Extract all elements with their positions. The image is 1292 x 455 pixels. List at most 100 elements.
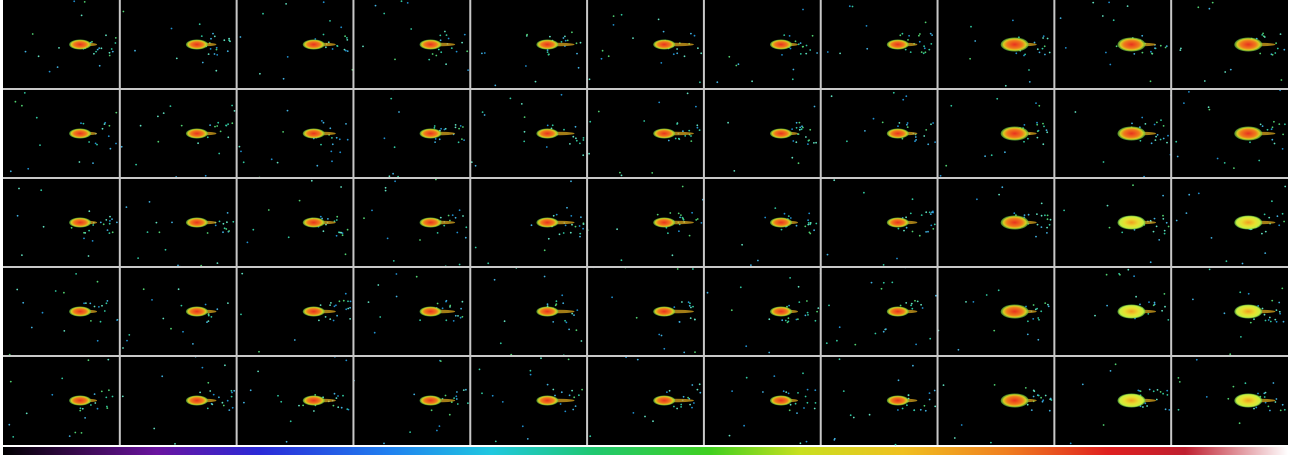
- scatter-dot: [207, 313, 210, 315]
- scatter-dot: [846, 140, 848, 143]
- scatter-dot: [1042, 35, 1045, 37]
- scatter-dot: [105, 34, 107, 37]
- scatter-dot: [443, 128, 446, 131]
- scatter-dot: [521, 425, 524, 428]
- scatter-dot: [481, 111, 484, 113]
- scatter-dot: [1043, 125, 1045, 128]
- scatter-dot: [9, 170, 12, 173]
- scatter-dot: [100, 47, 103, 50]
- scatter-dot: [157, 115, 159, 118]
- scatter-dot: [215, 46, 218, 49]
- scatter-dot: [690, 140, 693, 143]
- scatter-dot: [1271, 53, 1274, 56]
- scatter-dot: [898, 122, 901, 124]
- scatter-dot: [79, 409, 82, 412]
- density-blob: [536, 395, 559, 406]
- scatter-dot: [1185, 212, 1188, 215]
- scatter-dot: [436, 302, 439, 305]
- scatter-dot: [1139, 303, 1141, 306]
- scatter-dot: [1210, 237, 1213, 239]
- scatter-dot: [928, 211, 931, 214]
- scatter-dot: [929, 213, 932, 216]
- scatter-dot: [852, 416, 855, 419]
- scatter-dot: [1167, 134, 1169, 137]
- scatter-dot: [1233, 167, 1235, 170]
- scatter-dot: [689, 317, 692, 319]
- scatter-dot: [322, 121, 325, 124]
- scatter-dot: [1046, 232, 1048, 234]
- scatter-dot: [589, 120, 592, 123]
- scatter-dot: [930, 224, 933, 227]
- scatter-dot: [676, 407, 678, 410]
- scatter-dot: [588, 78, 591, 81]
- scatter-dot: [371, 209, 373, 212]
- scatter-dot: [282, 77, 285, 80]
- scatter-dot: [126, 339, 128, 342]
- scatter-dot: [463, 33, 466, 36]
- scatter-dot: [87, 255, 90, 257]
- scatter-dot: [1203, 80, 1206, 82]
- scatter-dot: [807, 143, 809, 146]
- scatter-dot: [337, 406, 340, 409]
- scatter-dot: [784, 319, 787, 322]
- scatter-dot: [1162, 392, 1164, 395]
- grid-background: [3, 0, 1288, 445]
- scatter-dot: [1037, 394, 1040, 397]
- scatter-dot: [632, 412, 635, 414]
- scatter-dot: [1208, 7, 1211, 10]
- scatter-dot: [730, 309, 733, 312]
- density-blob: [419, 306, 442, 317]
- scatter-dot: [1162, 194, 1164, 197]
- scatter-dot: [918, 40, 921, 43]
- scatter-dot: [901, 407, 904, 410]
- scatter-dot: [682, 130, 684, 133]
- scatter-dot: [54, 290, 57, 292]
- scatter-dot: [560, 391, 563, 394]
- scatter-dot: [815, 222, 818, 225]
- scatter-dot: [691, 211, 693, 214]
- scatter-dot: [676, 52, 679, 55]
- scatter-dot: [180, 304, 183, 307]
- scatter-dot: [523, 140, 526, 143]
- scatter-dot: [1207, 106, 1210, 109]
- scatter-dot: [612, 15, 615, 17]
- scatter-dot: [924, 51, 927, 54]
- scatter-dot: [1027, 213, 1030, 216]
- scatter-dot: [1030, 409, 1033, 411]
- scatter-dot: [1267, 405, 1270, 408]
- scatter-dot: [687, 396, 689, 399]
- density-blob: [1000, 393, 1029, 408]
- scatter-dot: [1249, 321, 1252, 324]
- scatter-dot: [1283, 408, 1286, 411]
- scatter-dot: [459, 125, 462, 127]
- scatter-dot: [804, 225, 807, 228]
- scatter-dot: [677, 212, 680, 215]
- scatter-dot: [316, 164, 319, 167]
- scatter-dot: [564, 39, 567, 42]
- scatter-dot: [239, 36, 242, 38]
- scatter-dot: [335, 397, 338, 399]
- scatter-dot: [293, 339, 296, 341]
- scatter-dot: [577, 66, 580, 69]
- scatter-dot: [833, 437, 836, 440]
- scatter-dot: [383, 137, 386, 140]
- scatter-dot: [332, 404, 335, 407]
- scatter-dot: [907, 39, 909, 41]
- scatter-dot: [16, 288, 19, 291]
- density-blob: [69, 39, 92, 50]
- scatter-dot: [461, 300, 464, 303]
- scatter-dot: [1026, 403, 1029, 406]
- scatter-dot: [1112, 19, 1115, 22]
- scatter-dot: [1137, 389, 1140, 392]
- scatter-dot: [1282, 133, 1284, 136]
- scatter-dot: [96, 339, 99, 342]
- scatter-dot: [175, 57, 178, 60]
- scatter-dot: [1041, 400, 1044, 403]
- density-blob: [302, 395, 325, 406]
- scatter-dot: [1276, 215, 1279, 218]
- scatter-dot: [1108, 226, 1111, 229]
- scatter-dot: [470, 161, 473, 164]
- scatter-dot: [210, 316, 213, 318]
- scatter-dot: [461, 41, 463, 44]
- scatter-dot: [573, 314, 575, 316]
